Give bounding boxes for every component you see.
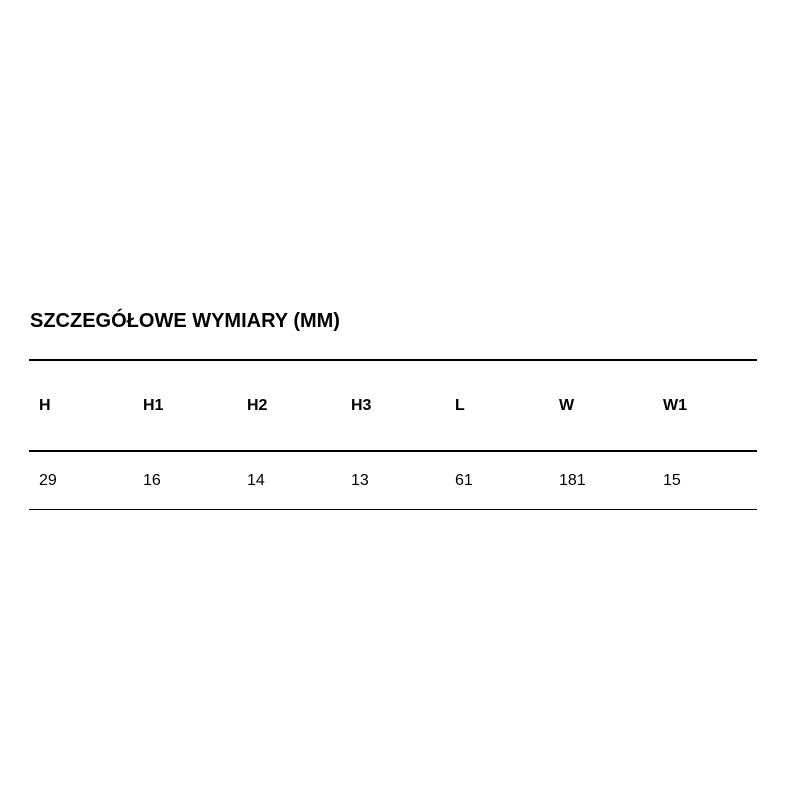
cell: 61 <box>445 451 549 510</box>
cell: 14 <box>237 451 341 510</box>
col-header: H <box>29 359 133 452</box>
col-header: H3 <box>341 359 445 452</box>
section-title: SZCZEGÓŁOWE WYMIARY (MM) <box>30 310 340 332</box>
dimensions-table: H H1 H2 H3 L W W1 29 16 14 13 61 181 15 <box>29 359 757 510</box>
cell: 181 <box>549 451 653 510</box>
cell: 13 <box>341 451 445 510</box>
cell: 15 <box>653 451 757 510</box>
header-row: H H1 H2 H3 L W W1 <box>29 359 757 452</box>
col-header: H1 <box>133 359 237 452</box>
col-header: H2 <box>237 359 341 452</box>
col-header: W1 <box>653 359 757 452</box>
cell: 29 <box>29 451 133 510</box>
col-header: L <box>445 359 549 452</box>
col-header: W <box>549 359 653 452</box>
cell: 16 <box>133 451 237 510</box>
table-row: 29 16 14 13 61 181 15 <box>29 451 757 510</box>
